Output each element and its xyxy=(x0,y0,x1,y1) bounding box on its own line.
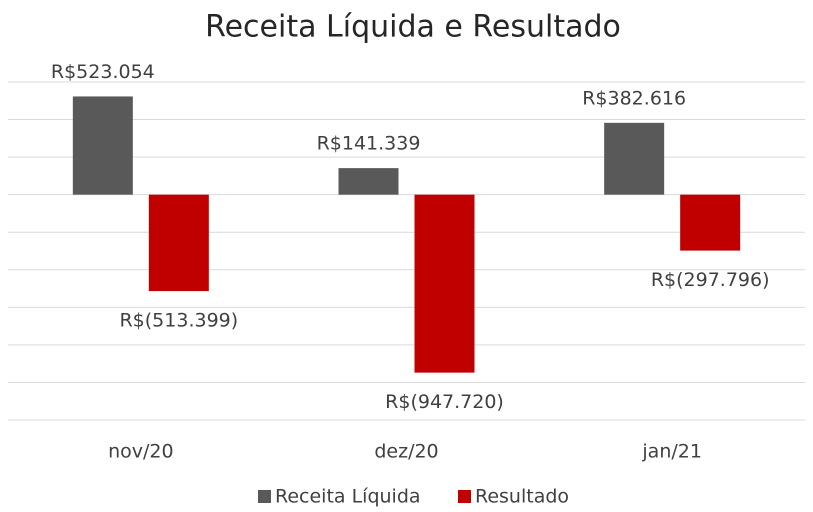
legend-swatch xyxy=(258,490,271,503)
value-label: R$141.339 xyxy=(317,133,421,155)
bar xyxy=(414,194,475,373)
bar xyxy=(72,96,133,195)
bar xyxy=(338,168,399,195)
legend-swatch xyxy=(458,490,471,503)
value-label: R$382.616 xyxy=(582,87,686,109)
bar xyxy=(680,194,741,251)
x-tick-label: jan/21 xyxy=(641,441,702,463)
x-tick-label: dez/20 xyxy=(374,441,438,463)
legend-label: Receita Líquida xyxy=(275,486,421,508)
x-tick-label: nov/20 xyxy=(108,441,174,463)
value-label: R$523.054 xyxy=(51,61,155,83)
bar xyxy=(148,194,209,292)
legend-label: Resultado xyxy=(475,486,569,508)
value-label: R$(947.720) xyxy=(385,391,504,413)
value-label: R$(513.399) xyxy=(119,310,238,332)
value-label: R$(297.796) xyxy=(651,269,770,291)
chart-title: Receita Líquida e Resultado xyxy=(205,10,621,45)
bar xyxy=(604,122,665,195)
